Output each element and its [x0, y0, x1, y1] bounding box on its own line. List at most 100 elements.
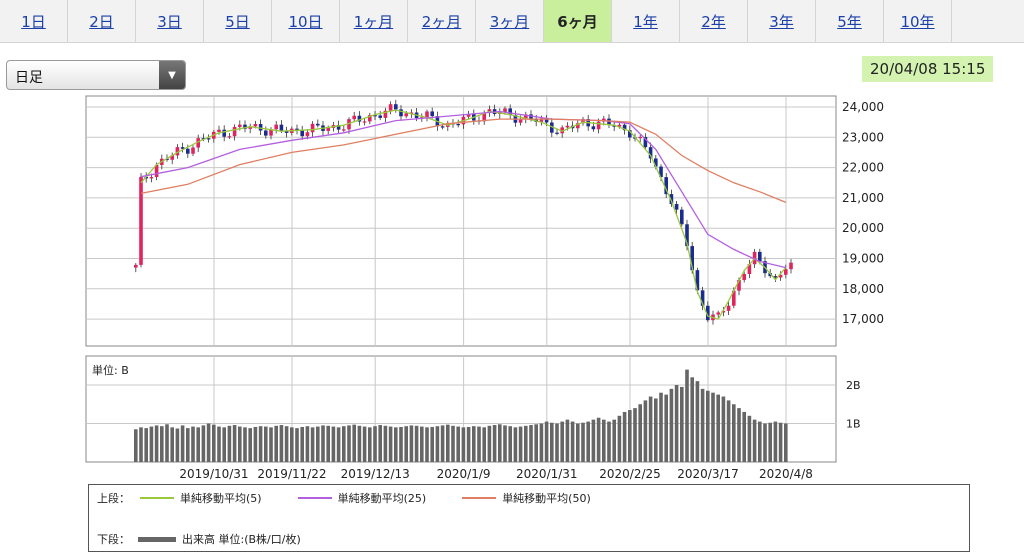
volume-bar	[716, 394, 720, 462]
legend-ma50-text: 単純移動平均(50)	[502, 492, 591, 505]
candle-body	[258, 124, 263, 131]
volume-bar	[284, 426, 289, 462]
volume-bar	[617, 415, 622, 462]
tab-10[interactable]: 2年	[680, 0, 748, 42]
tab-5[interactable]: 1ヶ月	[340, 0, 408, 42]
candle-body	[700, 290, 705, 306]
volume-bar	[196, 427, 200, 462]
tab-0[interactable]: 1日	[0, 0, 68, 42]
tab-8[interactable]: 6ヶ月	[544, 0, 612, 42]
tab-7[interactable]: 3ヶ月	[476, 0, 544, 42]
tab-13[interactable]: 10年	[884, 0, 952, 42]
volume-bar	[778, 422, 783, 462]
tab-2[interactable]: 3日	[136, 0, 204, 42]
candle-body	[404, 113, 408, 117]
volume-chart-frame	[85, 355, 837, 463]
volume-bar	[602, 419, 606, 462]
tab-12[interactable]: 5年	[816, 0, 884, 42]
volume-bar	[456, 426, 460, 462]
candle-body	[638, 136, 642, 139]
candle-body	[430, 111, 434, 117]
volume-bar	[394, 427, 398, 462]
volume-bar	[570, 421, 575, 462]
legend-ma5-swatch	[140, 497, 174, 499]
volume-bar	[477, 426, 481, 462]
volume-bar	[357, 425, 362, 462]
volume-bar	[565, 419, 570, 462]
candle-body	[737, 279, 741, 291]
volume-bar	[472, 426, 476, 462]
volume-bar	[560, 421, 564, 462]
candle-body	[425, 111, 429, 118]
tab-9[interactable]: 1年	[612, 0, 680, 42]
tab-1[interactable]: 2日	[68, 0, 136, 42]
candle-body	[784, 269, 788, 275]
volume-bar	[212, 424, 216, 462]
candle-body	[388, 104, 393, 111]
candle-body	[591, 126, 596, 130]
tab-11[interactable]: 3年	[748, 0, 816, 42]
volume-bar	[737, 408, 741, 462]
tab-3[interactable]: 5日	[204, 0, 272, 42]
candle-body	[664, 177, 668, 195]
volume-bar	[508, 426, 512, 462]
x-tick-label: 2020/1/9	[437, 467, 491, 481]
candle-body	[643, 136, 648, 148]
tab-6[interactable]: 2ヶ月	[408, 0, 476, 42]
volume-bar	[154, 425, 159, 462]
candle-body	[269, 129, 273, 136]
price-y-tick-label: 20,000	[842, 221, 884, 235]
volume-bar	[134, 429, 138, 462]
volume-bar	[290, 427, 294, 462]
volume-bar	[425, 427, 429, 462]
volume-bar	[659, 392, 663, 462]
candle-body	[222, 129, 226, 137]
price-y-tick-label: 19,000	[842, 252, 884, 266]
candle-body	[508, 108, 512, 116]
volume-bar	[430, 426, 434, 462]
candle-body	[695, 270, 700, 291]
volume-bar	[695, 381, 700, 462]
volume-bar	[160, 426, 164, 462]
candle-body	[139, 176, 143, 265]
x-tick-label: 2020/2/25	[599, 467, 661, 481]
volume-bar	[180, 425, 185, 462]
candle-body	[654, 158, 658, 167]
candle-body	[373, 115, 377, 117]
candle-body	[336, 125, 341, 130]
volume-bar	[622, 411, 627, 462]
candle-body	[186, 148, 190, 154]
volume-bar	[466, 426, 471, 462]
period-tab-bar: 1日 2日 3日 5日 10日 1ヶ月 2ヶ月 3ヶ月 6ヶ月 1年 2年 3年 5年 10年	[0, 0, 1024, 43]
candle-body	[690, 246, 694, 271]
volume-y-tick-label: 2B	[846, 379, 861, 392]
volume-bar	[373, 426, 377, 462]
candle-body	[362, 121, 367, 123]
stock-chart: 24,000 23,000 22,000 21,000 20,000 19,000 18,0…	[85, 95, 884, 481]
x-tick-label: 2019/10/31	[179, 467, 248, 481]
price-y-tick-label: 24,000	[842, 100, 884, 114]
volume-bar	[144, 428, 148, 462]
period-select[interactable]: 日足 ▼	[6, 60, 186, 90]
volume-bar	[191, 426, 195, 462]
volume-bar	[175, 428, 180, 462]
volume-bar	[388, 426, 393, 462]
candle-body	[524, 114, 528, 119]
tab-4[interactable]: 10日	[272, 0, 340, 42]
volume-bar	[680, 386, 684, 462]
candle-body	[310, 123, 315, 133]
chart-legend: 上段： 単純移動平均(5) 単純移動平均(25) 単純移動平均(50) 下段： …	[88, 484, 970, 552]
volume-bar	[409, 425, 414, 462]
volume-bar	[186, 428, 190, 462]
ma-line-2	[140, 118, 787, 204]
volume-bar	[576, 423, 580, 462]
candle-body	[149, 177, 154, 179]
candle-body	[154, 164, 159, 178]
candle-body	[482, 112, 486, 122]
candle-body	[778, 274, 783, 278]
dropdown-triangle-icon[interactable]: ▼	[159, 61, 185, 89]
volume-bar	[633, 408, 637, 462]
candle-body	[180, 147, 185, 149]
candle-body	[773, 276, 778, 278]
candle-body	[383, 110, 388, 118]
